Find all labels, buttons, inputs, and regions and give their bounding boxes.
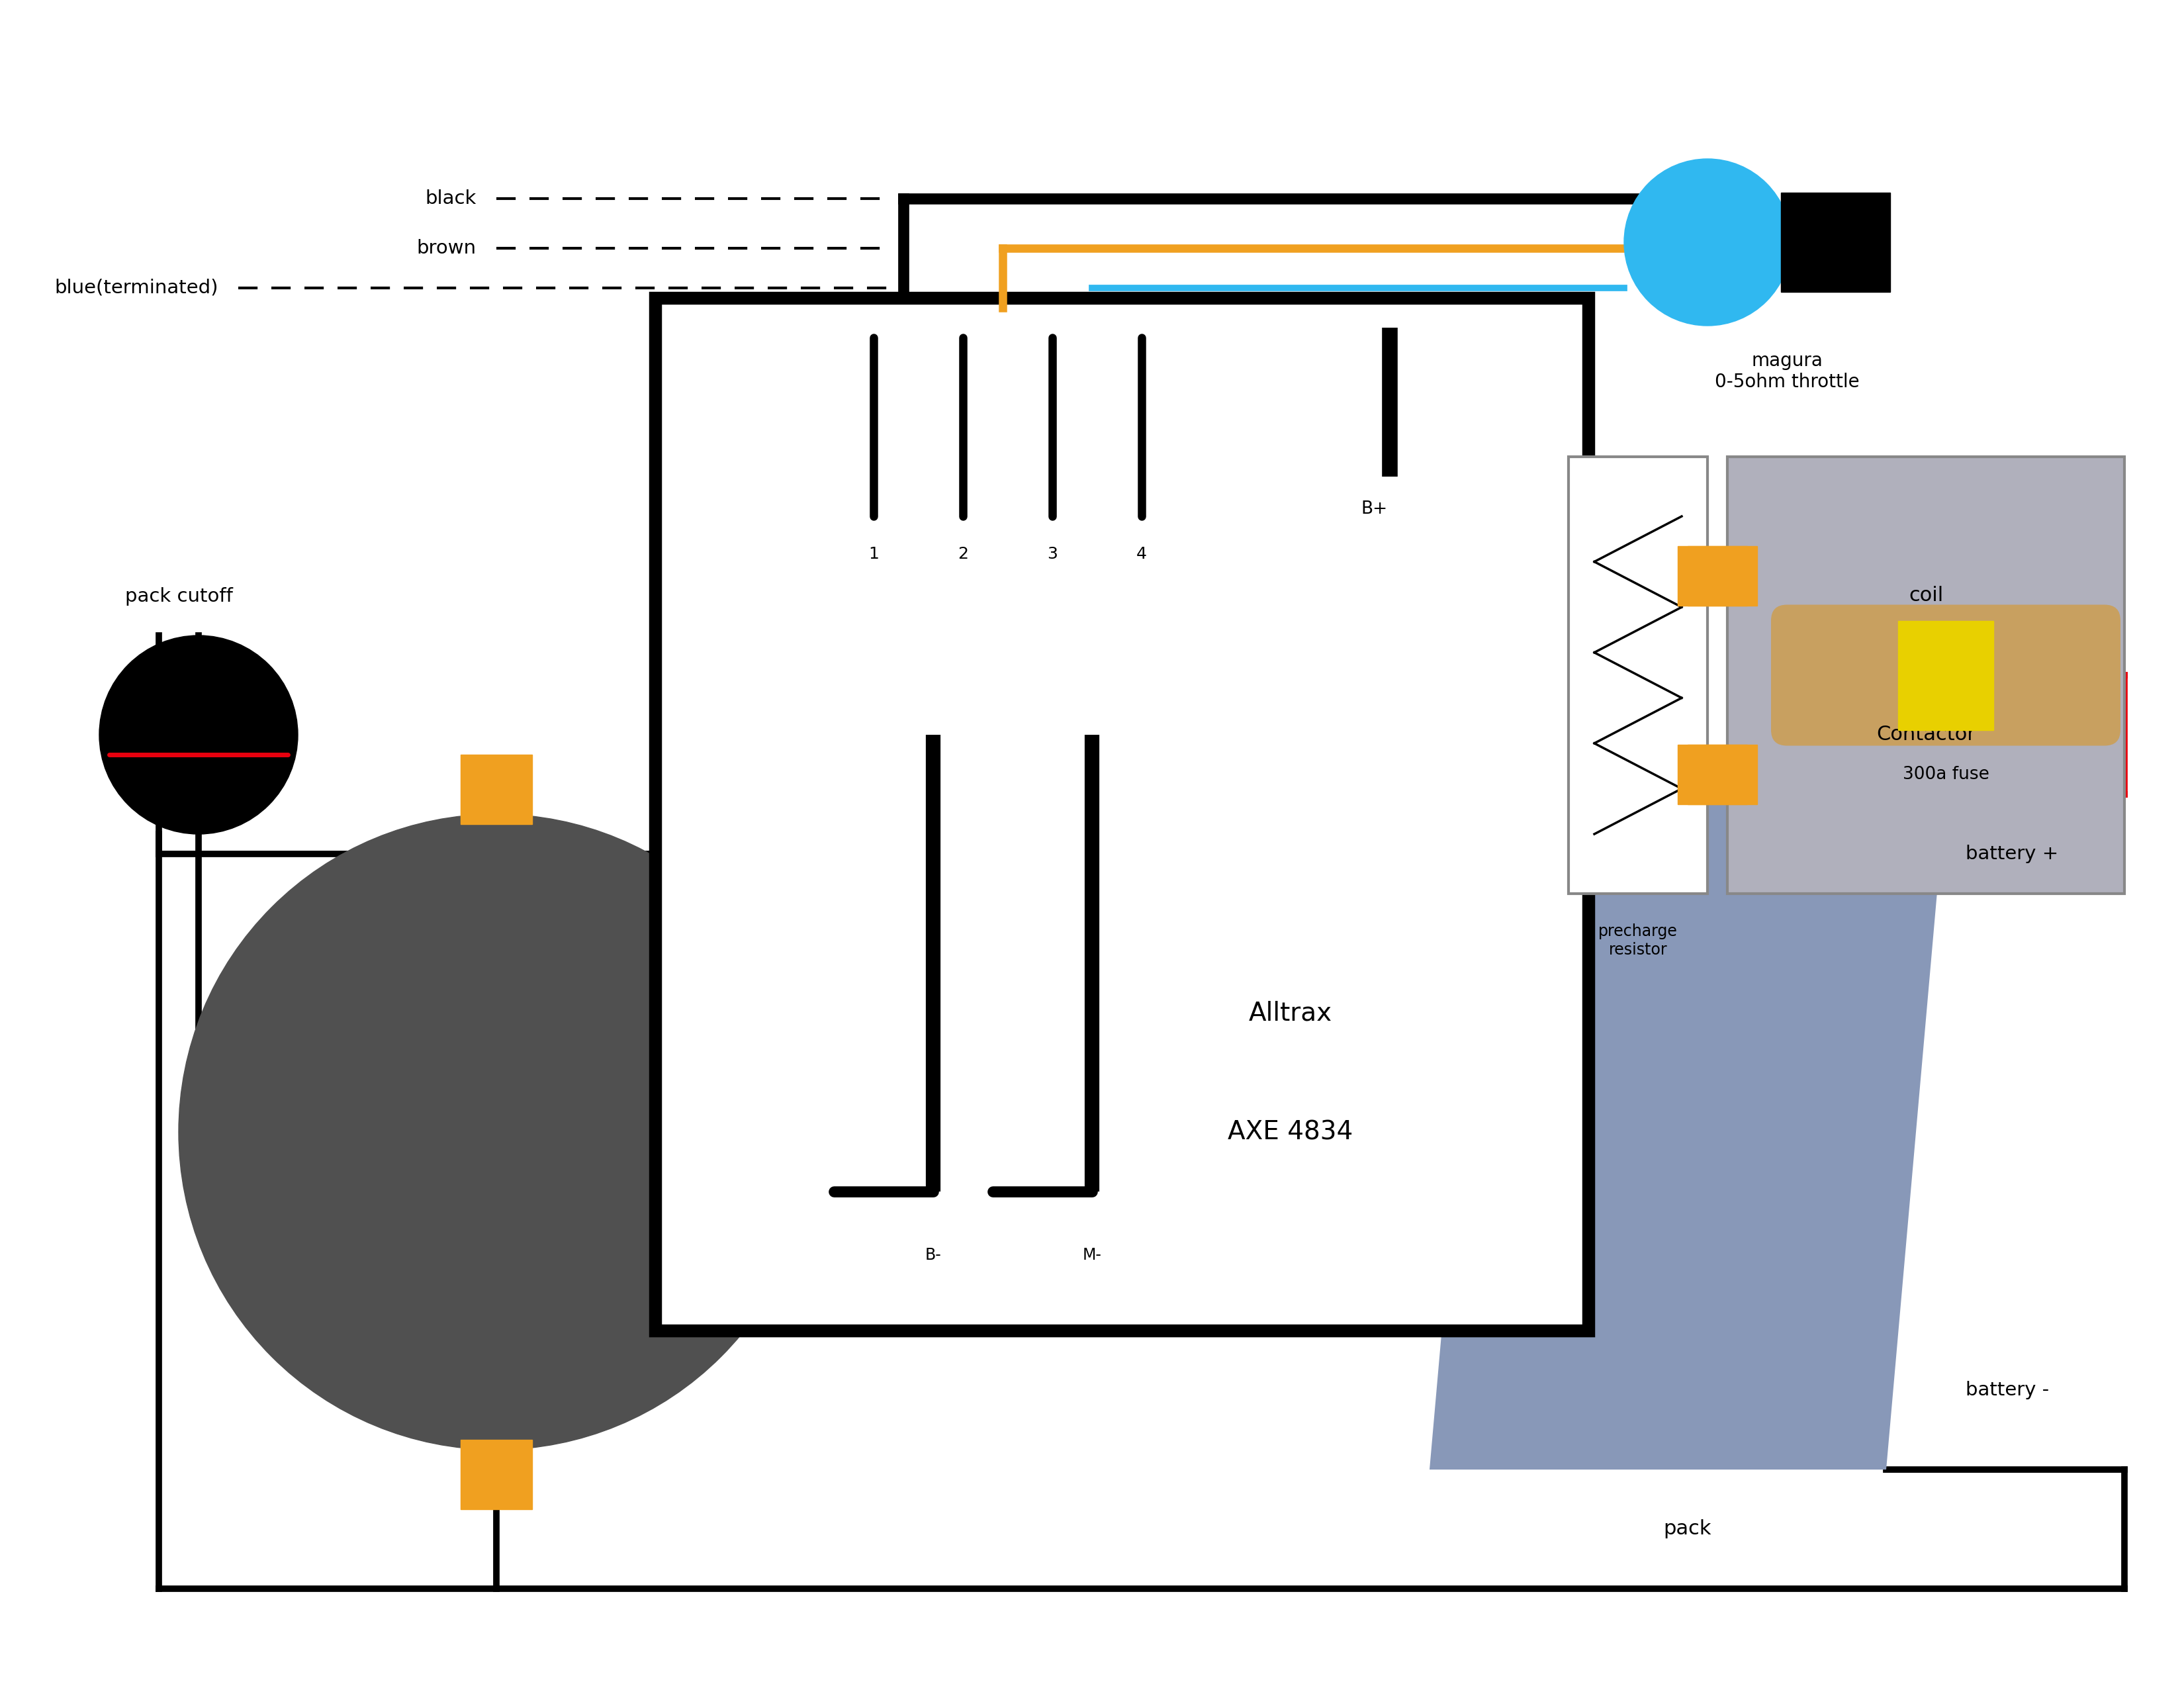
Bar (461, 755, 533, 824)
Text: pack cutoff: pack cutoff (124, 587, 232, 606)
Text: magura
0-5ohm throttle: magura 0-5ohm throttle (1714, 351, 1859, 392)
Text: black: black (426, 189, 476, 208)
Text: precharge
resistor: precharge resistor (1599, 923, 1677, 957)
Bar (1568, 457, 1708, 893)
Text: brown: brown (417, 240, 476, 258)
Text: AXE 4834: AXE 4834 (1227, 1119, 1354, 1144)
FancyBboxPatch shape (1771, 604, 2121, 746)
Text: B+: B+ (1361, 500, 1387, 518)
Bar (1677, 547, 1747, 606)
Text: motor: motor (463, 1489, 529, 1511)
Text: blue(terminated): blue(terminated) (55, 279, 218, 297)
Bar (1688, 744, 1758, 803)
Circle shape (179, 814, 815, 1450)
Bar (1898, 621, 1994, 729)
Bar (1677, 744, 1747, 803)
Text: Alltrax: Alltrax (1249, 1001, 1332, 1025)
FancyBboxPatch shape (1728, 457, 2125, 893)
Polygon shape (1431, 795, 1946, 1470)
Text: battery -: battery - (1966, 1381, 2049, 1399)
Text: 4: 4 (1136, 547, 1147, 562)
Text: pack: pack (1664, 1519, 1712, 1538)
Text: Contactor: Contactor (1876, 726, 1977, 744)
Text: 300a fuse: 300a fuse (1902, 766, 1990, 783)
Text: 1: 1 (869, 547, 878, 562)
Text: coil: coil (1909, 586, 1944, 606)
Text: M-: M- (1083, 1247, 1101, 1263)
Text: B-: B- (926, 1247, 941, 1263)
Text: 3: 3 (1046, 547, 1057, 562)
Bar (1688, 547, 1758, 606)
Circle shape (98, 635, 297, 834)
Text: battery +: battery + (1966, 844, 2057, 863)
Circle shape (1625, 159, 1791, 326)
Text: 2: 2 (957, 547, 968, 562)
Bar (1780, 192, 1889, 292)
FancyBboxPatch shape (655, 297, 1588, 1330)
Bar (461, 1440, 533, 1509)
